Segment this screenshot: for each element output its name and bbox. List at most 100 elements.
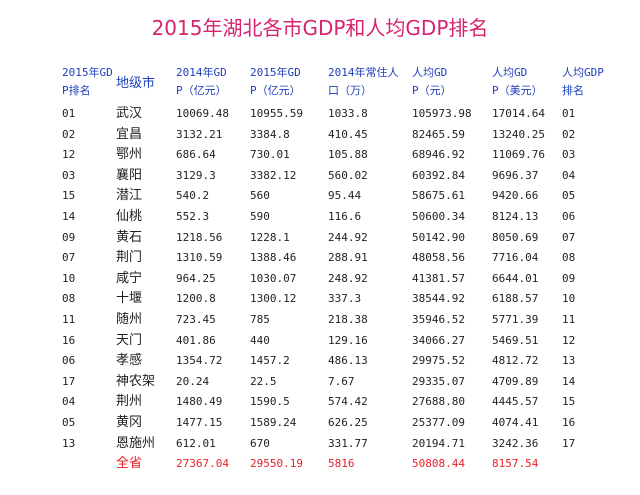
per-capita-rank-cell: 03: [562, 148, 576, 162]
city-cell: 荆门: [116, 250, 143, 266]
per-capita-rank-cell: 13: [562, 354, 576, 368]
per-capita-rank-cell: 15: [562, 395, 576, 409]
gdp-2015-cell: 785: [250, 313, 270, 326]
per-capita-rank-cell: 08: [562, 251, 576, 265]
per-capita-usd-cell: 5469.51: [492, 333, 539, 347]
per-capita-rank-cell: 12: [562, 333, 576, 347]
per-capita-yuan-cell: 82465.59: [412, 127, 465, 141]
city-cell: 随州: [116, 312, 143, 327]
page-title: 2015年湖北各市GDP和人均GDP排名: [151, 16, 489, 40]
city-cell: 黄冈: [116, 415, 143, 430]
per-capita-rank-cell: 06: [562, 210, 576, 223]
population-cell: 626.25: [328, 416, 368, 429]
gdp-2015-cell: 1300.12: [250, 292, 297, 306]
per-capita-yuan-cell: 38544.92: [412, 292, 465, 306]
per-capita-usd-cell: 7716.04: [492, 251, 539, 265]
gdp-rank-cell: 03: [62, 168, 76, 182]
population-cell: 560.02: [328, 168, 368, 182]
city-cell: 荆州: [116, 394, 143, 410]
gdp-2014-cell: 1480.49: [176, 395, 223, 409]
population-cell: 410.45: [328, 127, 368, 141]
population-cell: 331.77: [328, 436, 368, 450]
per-capita-yuan-cell: 105973.98: [412, 107, 472, 120]
per-capita-usd-cell: 4812.72: [492, 354, 539, 368]
per-capita-usd-cell: 13240.25: [492, 127, 545, 141]
city-cell: 武汉: [116, 106, 143, 121]
per-capita-usd-cell: 4445.57: [492, 395, 539, 409]
table-row: 08 十堰 1200.8 1300.12 337.3 38544.92 6188.57 10: [0, 289, 640, 309]
gdp-rank-cell: 04: [62, 395, 76, 409]
city-cell: 宜昌: [116, 126, 143, 142]
gdp-2015-cell: 560: [250, 189, 270, 203]
per-capita-usd-cell: 4709.89: [492, 374, 539, 388]
gdp-rank-cell: 10: [62, 271, 76, 285]
gdp-rank-cell: 16: [62, 333, 76, 347]
per-capita-yuan-cell: 50600.34: [412, 210, 465, 223]
city-cell: 黄石: [116, 229, 143, 245]
table-row: 17 神农架 20.24 22.5 7.67 29335.07 4709.89 14: [0, 372, 640, 392]
gdp-2015-cell: 29550.19: [250, 457, 303, 471]
gdp-2014-cell: 3132.21: [176, 127, 223, 141]
gdp-2015-cell: 1457.2: [250, 354, 290, 368]
gdp-2014-cell: 1218.56: [176, 230, 223, 244]
gdp-2014-cell: 964.25: [176, 271, 216, 285]
header-line2: 排名: [562, 84, 584, 97]
header-line1: 2014年常住人: [328, 66, 399, 79]
per-capita-rank-cell: 17: [562, 436, 576, 450]
table-row: 05 黄冈 1477.15 1589.24 626.25 25377.09 4074.41 1…: [0, 413, 640, 433]
gdp-rank-cell: 06: [62, 354, 76, 368]
per-capita-yuan-cell: 58675.61: [412, 189, 465, 203]
header-line2: P排名: [62, 84, 91, 97]
gdp-2014-cell: 540.2: [176, 189, 210, 203]
gdp-rank-cell: 11: [62, 313, 76, 326]
table-row: 12 鄂州 686.64 730.01 105.88 68946.92 11069.76 03: [0, 145, 640, 165]
header-line1: 2015年GD: [250, 66, 301, 79]
gdp-2014-cell: 27367.04: [176, 457, 229, 471]
per-capita-yuan-cell: 27688.80: [412, 395, 465, 409]
per-capita-yuan-cell: 20194.71: [412, 436, 465, 450]
gdp-2014-cell: 401.86: [176, 333, 216, 347]
gdp-2014-cell: 552.3: [176, 210, 210, 223]
per-capita-usd-cell: 6188.57: [492, 292, 539, 306]
header-line2: P（亿元）: [250, 84, 301, 97]
table-row: 01 武汉 10069.48 10955.59 1033.8 105973.98 17014…: [0, 104, 640, 124]
header-line1: 人均GD: [492, 66, 528, 79]
gdp-2014-cell: 1354.72: [176, 354, 223, 368]
gdp-rank-cell: 02: [62, 127, 76, 141]
header-line1: 2014年GD: [176, 66, 227, 79]
table-row: 09 黄石 1218.56 1228.1 244.92 50142.90 8050.69 07: [0, 228, 640, 248]
gdp-2015-cell: 670: [250, 436, 270, 450]
per-capita-rank-cell: 01: [562, 107, 576, 120]
per-capita-usd-cell: 6644.01: [492, 271, 539, 285]
gdp-2015-cell: 1030.07: [250, 271, 297, 285]
per-capita-usd-cell: 9696.37: [492, 168, 539, 182]
header-line1: 2015年GD: [62, 66, 113, 79]
gdp-2014-cell: 10069.48: [176, 107, 229, 120]
per-capita-yuan-cell: 50808.44: [412, 457, 465, 471]
gdp-2015-cell: 1388.46: [250, 251, 297, 265]
city-cell: 恩施州: [116, 435, 156, 451]
city-cell: 十堰: [116, 291, 143, 307]
per-capita-rank-cell: 10: [562, 292, 576, 306]
gdp-2015-cell: 3382.12: [250, 168, 297, 182]
city-cell: 仙桃: [116, 209, 143, 224]
gdp-2015-cell: 1589.24: [250, 416, 297, 429]
table-row-total: 全省 27367.04 29550.19 5816 50808.44 8157.54: [0, 454, 640, 474]
gdp-rank-cell: 14: [62, 210, 76, 223]
per-capita-rank-cell: 11: [562, 313, 576, 326]
population-cell: 129.16: [328, 333, 368, 347]
per-capita-yuan-cell: 41381.57: [412, 271, 465, 285]
per-capita-yuan-cell: 29335.07: [412, 374, 465, 388]
gdp-2015-cell: 590: [250, 210, 270, 223]
header-line1: 地级市: [116, 76, 156, 91]
header-line1: 人均GDP: [562, 66, 604, 79]
table-row: 11 随州 723.45 785 218.38 35946.52 5771.39 11: [0, 310, 640, 330]
per-capita-yuan-cell: 50142.90: [412, 230, 465, 244]
per-capita-rank-cell: 14: [562, 374, 576, 388]
per-capita-rank-cell: 04: [562, 168, 576, 182]
per-capita-yuan-cell: 48058.56: [412, 251, 465, 265]
per-capita-yuan-cell: 34066.27: [412, 333, 465, 347]
table-row: 13 恩施州 612.01 670 331.77 20194.71 3242.36 17: [0, 434, 640, 454]
table-row: 15 潜江 540.2 560 95.44 58675.61 9420.66 05: [0, 186, 640, 206]
per-capita-usd-cell: 5771.39: [492, 313, 539, 326]
